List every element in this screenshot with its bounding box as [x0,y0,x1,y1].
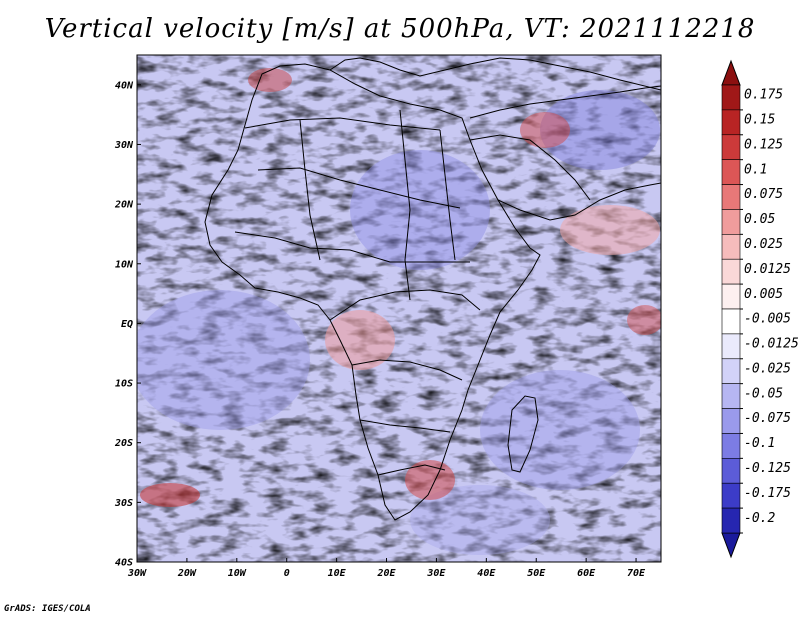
velocity-field [137,55,661,562]
colorbar-swatch [721,134,741,160]
lon-tick-label: 30E [426,568,446,579]
lat-tick-label: 10N [115,259,134,270]
lat-tick-label: EQ [121,319,133,330]
colorbar-label: -0.0125 [744,337,799,352]
coastlines [204,57,661,521]
lon-tick-label: 10E [328,568,347,579]
colorbar-label: -0.1 [744,436,775,451]
colorbar-swatch [721,283,741,310]
lat-tick-label: 30N [114,140,134,151]
lon-tick-label: 0 [284,568,290,579]
map-frame [136,54,662,563]
colorbar-swatch [721,433,741,459]
lon-tick-label: 20W [177,568,197,579]
lat-tick-label: 20N [114,200,134,211]
colorbar-swatch [721,109,741,136]
colorbar-label: -0.025 [744,361,791,376]
lat-tick-label: 30S [114,498,133,509]
colorbar-label: 0.075 [744,187,783,202]
colorbar-min-arrow [721,532,741,559]
colorbar-swatch [721,408,741,434]
credit-text: GrADS: IGES/COLA [4,604,91,614]
colorbar-swatch [721,383,741,409]
colorbar-swatch [721,358,741,384]
lon-tick-label: 10W [228,568,247,579]
colorbar-label: 0.175 [744,88,783,103]
colorbar-swatch [721,482,741,509]
colorbar-label: -0.075 [744,411,791,426]
colorbar-max-arrow [721,59,741,86]
colorbar-swatch [721,258,741,285]
colorbar-label: -0.125 [744,461,791,476]
lon-tick-label: 40E [477,568,496,579]
colorbar-label: -0.005 [744,312,791,327]
colorbar-swatch [721,84,741,111]
lon-tick-label: 30W [127,568,147,579]
colorbar-swatch [721,159,741,185]
colorbar: 0.175 0.15 0.125 0.1 0.075 0.05 0.025 0.0125 0.0… [721,59,799,559]
colorbar-label: 0.005 [744,287,783,302]
lon-tick-label: 50E [527,568,546,579]
lat-tick-label: 40N [115,80,134,91]
lat-tick-label: 40S [115,558,133,569]
colorbar-label: 0.05 [744,212,775,227]
lon-tick-label: 60E [577,568,596,579]
colorbar-label: 0.125 [744,137,783,152]
colorbar-swatch [721,458,741,484]
colorbar-swatch [721,507,741,534]
colorbar-swatch [721,308,741,335]
colorbar-swatch [721,333,741,360]
colorbar-label: 0.1 [744,162,767,177]
colorbar-swatch [721,209,741,235]
colorbar-label: 0.025 [744,237,783,252]
colorbar-label: -0.05 [744,386,783,401]
lat-tick-label: 10S [115,379,133,390]
lon-tick-label: 20E [376,568,396,579]
colorbar-swatch [721,234,741,260]
colorbar-label: -0.2 [744,511,775,526]
colorbar-swatch [721,184,741,210]
lat-tick-label: 20S [114,438,133,449]
colorbar-label: 0.15 [744,113,775,128]
lon-tick-label: 70E [627,568,646,579]
chart-title: Vertical velocity [m/s] at 500hPa, VT: 2… [44,14,756,44]
colorbar-label: 0.0125 [744,262,791,277]
colorbar-label: -0.175 [744,486,791,501]
